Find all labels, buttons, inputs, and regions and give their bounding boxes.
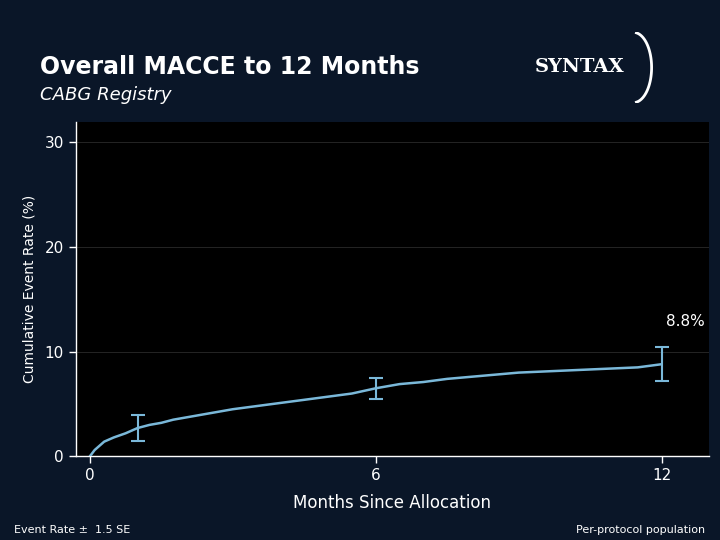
Text: CABG Registry: CABG Registry bbox=[40, 85, 171, 104]
Text: Overall MACCE to 12 Months: Overall MACCE to 12 Months bbox=[40, 56, 419, 79]
Y-axis label: Cumulative Event Rate (%): Cumulative Event Rate (%) bbox=[22, 195, 36, 383]
Text: Per-protocol population: Per-protocol population bbox=[577, 524, 706, 535]
Text: SYNTAX: SYNTAX bbox=[535, 58, 624, 77]
Text: Event Rate ±  1.5 SE: Event Rate ± 1.5 SE bbox=[14, 524, 130, 535]
X-axis label: Months Since Allocation: Months Since Allocation bbox=[294, 494, 491, 512]
Text: 8.8%: 8.8% bbox=[666, 314, 705, 329]
